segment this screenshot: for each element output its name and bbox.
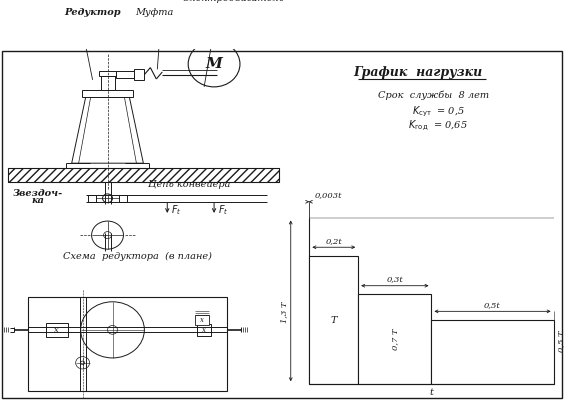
Text: ка: ка [31,196,44,205]
Bar [134,69,144,80]
Text: 0,7 T: 0,7 T [391,328,399,350]
Text: 0,3t: 0,3t [387,276,403,284]
Bar [119,195,127,202]
Text: $K_{\rm сут}$  = 0,5: $K_{\rm сут}$ = 0,5 [411,104,465,119]
Bar [195,315,209,326]
Text: Цепь конвейера: Цепь конвейера [148,180,230,189]
Bar [98,71,117,76]
Bar [46,323,68,337]
Bar [197,324,211,336]
Text: 0,5 T: 0,5 T [558,330,565,352]
Bar [431,320,554,384]
Circle shape [76,357,89,369]
Bar [88,195,96,202]
Text: T: T [331,316,337,325]
Text: x: x [200,316,204,324]
Text: Срок  службы  8 лет: Срок службы 8 лет [378,90,488,100]
Circle shape [108,326,118,334]
Text: График  нагрузки: График нагрузки [354,66,483,79]
Text: x: x [54,326,59,334]
Text: $F_t$: $F_t$ [218,204,229,218]
Text: 0,2t: 0,2t [325,238,342,246]
Circle shape [188,41,240,87]
Bar [358,294,431,384]
Circle shape [80,302,144,358]
Bar [186,24,242,32]
Text: Схема  редуктора  (в плане): Схема редуктора (в плане) [63,252,212,261]
Bar [28,296,227,391]
Text: $F_t$: $F_t$ [171,204,182,218]
Text: 0,5t: 0,5t [484,302,501,310]
Circle shape [104,232,112,239]
Bar [308,218,310,384]
Polygon shape [72,98,143,163]
Circle shape [92,221,123,249]
Bar [82,90,134,98]
Text: Редуктор: Редуктор [65,8,121,17]
Bar [117,71,134,78]
Text: 1,3 T: 1,3 T [280,301,288,322]
Text: Муфта: Муфта [135,8,174,17]
Text: Звездоч-: Звездоч- [13,188,63,198]
Text: Электродвигатель: Электродвигатель [183,0,285,3]
Text: $K_{\rm год}$  = 0,65: $K_{\rm год}$ = 0,65 [408,118,468,133]
Bar [182,32,246,43]
Text: 0,003t: 0,003t [315,192,342,200]
Circle shape [80,361,85,364]
Text: x: x [202,326,206,334]
Text: М: М [205,57,222,71]
Bar [192,15,236,24]
Bar [8,168,279,182]
Text: t: t [429,388,433,397]
Bar [101,76,114,90]
Bar [310,256,358,384]
